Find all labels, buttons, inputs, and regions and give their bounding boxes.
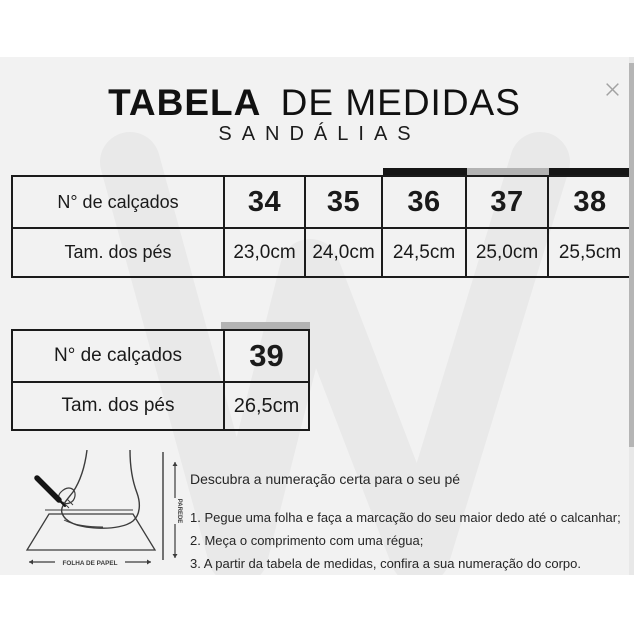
length-cell: 23,0cm <box>223 227 304 276</box>
scrollbar-track[interactable] <box>629 57 634 575</box>
row-label-sizes: N° de calçados <box>57 191 179 212</box>
length-cell: 24,5cm <box>381 227 465 276</box>
scrollbar-thumb[interactable] <box>629 63 634 447</box>
size-cell: 35 <box>304 177 381 227</box>
row-label-lengths: Tam. dos pés <box>13 381 223 429</box>
indicator-size-37 <box>467 168 549 175</box>
row-label-lengths: Tam. dos pés <box>13 227 223 276</box>
size-chart-dialog: TABELA DE MEDIDAS SANDÁLIAS N° de calçad… <box>0 57 634 575</box>
title-light: DE MEDIDAS <box>280 82 521 123</box>
size-cell: 34 <box>223 177 304 227</box>
wall-label: PAREDE <box>176 499 182 524</box>
size-cell: 38 <box>547 177 631 227</box>
instruction-step: 1. Pegue uma folha e faça a marcação do … <box>190 510 621 525</box>
foot-measurement-diagram-icon: PAREDE FOLHA DE PAPEL <box>25 450 182 567</box>
indicator-size-36 <box>383 168 467 175</box>
subtitle: SANDÁLIAS <box>218 123 421 145</box>
instructions: Descubra a numeração certa para o seu pé… <box>190 471 634 575</box>
size-cell: 36 <box>381 177 465 227</box>
instruction-step: 3. A partir da tabela de medidas, confir… <box>190 556 581 571</box>
title-bold: TABELA <box>108 82 262 123</box>
size-cell: 37 <box>465 177 547 227</box>
close-button[interactable] <box>600 77 624 101</box>
length-cell: 26,5cm <box>223 381 308 429</box>
indicator-size-38 <box>549 168 629 175</box>
close-icon <box>605 82 619 96</box>
size-cell: 39 <box>223 331 308 381</box>
indicator-size-39 <box>221 322 310 329</box>
length-cell: 25,5cm <box>547 227 631 276</box>
paper-label: FOLHA DE PAPEL <box>62 560 117 567</box>
length-cell: 25,0cm <box>465 227 547 276</box>
instruction-step: 2. Meça o comprimento com uma régua; <box>190 533 424 548</box>
instructions-heading: Descubra a numeração certa para o seu pé <box>190 471 461 487</box>
row-label-sizes: N° de calçados <box>54 345 182 366</box>
size-table-extra: N° de calçados 39 Tam. dos pés 26,5cm <box>11 329 310 431</box>
size-table-main: N° de calçados 34 35 36 37 38 Tam. dos p… <box>11 175 631 278</box>
length-cell: 24,0cm <box>304 227 381 276</box>
instructions-steps: 1. Pegue uma folha e faça a marcação do … <box>190 506 634 575</box>
page-title: TABELA DE MEDIDAS <box>0 82 629 124</box>
